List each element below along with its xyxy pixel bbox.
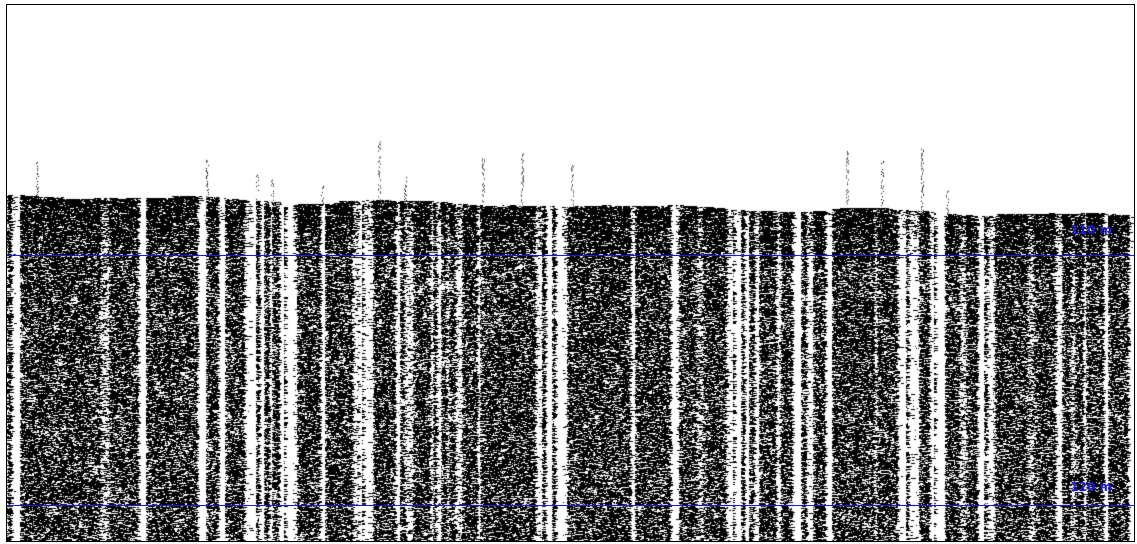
echogram-frame: 110 m 120 m (6, 4, 1135, 542)
depth-label-120: 120 m (1070, 480, 1112, 494)
depth-label-110: 110 m (1070, 223, 1112, 237)
depth-line-120 (7, 505, 1134, 506)
echogram-image (7, 5, 1134, 541)
depth-line-110 (7, 255, 1134, 256)
